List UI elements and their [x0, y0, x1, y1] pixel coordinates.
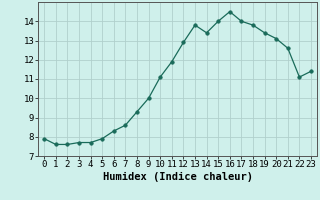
X-axis label: Humidex (Indice chaleur): Humidex (Indice chaleur) [103, 172, 252, 182]
